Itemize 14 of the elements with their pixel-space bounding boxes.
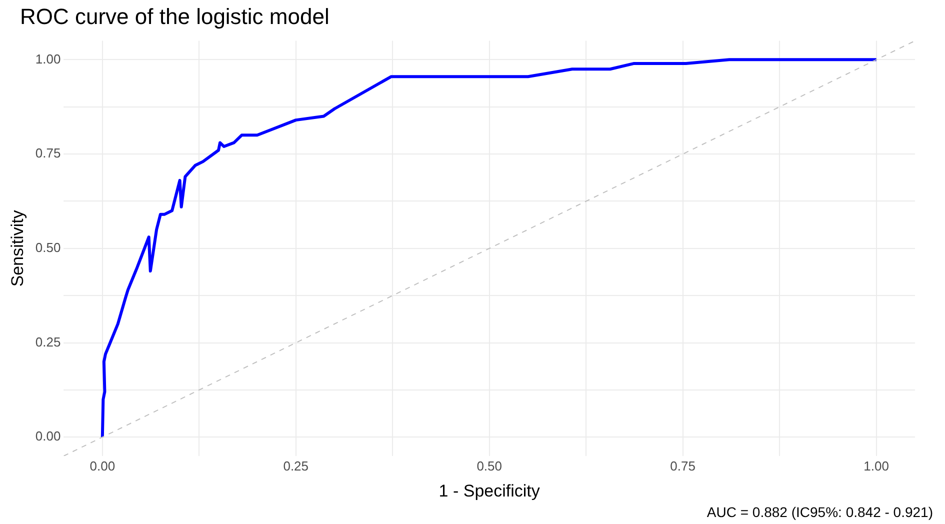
y-tick-label: 1.00 [35,51,61,66]
x-tick-label: 0.50 [476,458,502,474]
x-tick-label: 0.25 [283,458,309,474]
y-axis-title: Sensitivity [8,210,27,287]
text: AUC = 0.882 (IC95%: 0.842 - 0.921) [706,504,933,520]
x-tick-label: 1.00 [864,458,889,474]
y-tick-label: 0.00 [35,428,61,444]
y-tick-label: 0.75 [35,146,61,161]
x-tick-label: 0.00 [90,458,116,474]
y-tick-label: 0.50 [35,240,61,255]
x-axis-title: 1 - Specificity [438,481,540,500]
y-tick-label: 0.25 [35,334,61,350]
chart-title: ROC curve of the logistic model [20,4,330,30]
x-tick-label: 0.75 [670,458,696,474]
